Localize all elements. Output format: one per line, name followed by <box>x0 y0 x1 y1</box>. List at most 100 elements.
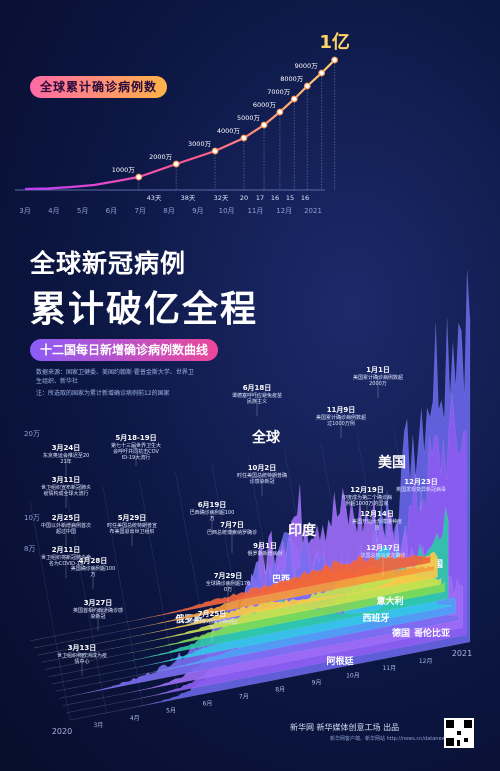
y-tick-label: 8万 <box>24 545 35 553</box>
series-label: 德国 <box>392 627 410 639</box>
annotation-text: 美国开始大规模接种疫 <box>352 518 402 525</box>
qr-code-icon[interactable] <box>444 718 474 748</box>
annotation-text: 情中心 <box>74 658 89 665</box>
annotation-text: 第七十三届世界卫生大 <box>111 442 161 449</box>
annotation-text: 万 <box>209 516 214 522</box>
annotation-date: 7月7日 <box>220 521 244 529</box>
annotation-text: 染新冠 <box>90 613 105 620</box>
milestone-point <box>135 173 143 181</box>
annotation-date: 2月11日 <box>52 546 81 554</box>
annotation-text: 过1000万例 <box>327 420 355 427</box>
x-tick-label: 5月 <box>77 207 88 215</box>
annotation-text: 超过中国 <box>56 528 76 535</box>
x-tick-label: 9月 <box>312 679 322 686</box>
interval-label: 16 <box>271 194 279 202</box>
series-label: 意大利 <box>376 595 403 607</box>
annotation-text: ID-19大流行 <box>122 454 151 461</box>
milestone-point <box>303 82 311 90</box>
annotation-text: 会呼吁共同抗击COV <box>113 448 159 455</box>
annotation-text: 英国发现变异新冠病毒 <box>396 486 446 493</box>
x-tick-label: 4月 <box>130 715 140 722</box>
annotation-text: 时任美国总统特朗普确 <box>237 472 287 479</box>
annotation-text: 巴西确诊病例超100 <box>190 509 235 516</box>
x-tick-label: 7月 <box>134 207 145 215</box>
x-tick-label: 8月 <box>275 686 285 693</box>
x-tick-label: 12月 <box>419 658 433 665</box>
x-tick-label: 4月 <box>48 207 59 215</box>
series-11 <box>30 552 431 641</box>
annotation-text: 诊感染新冠 <box>249 478 274 485</box>
grid-line <box>66 492 107 713</box>
data-source: 数据来源：国家卫健委、美国约翰斯·霍普金斯大学、世界卫生组织、新华社 <box>36 369 194 385</box>
x-tick-label: 2020 <box>52 727 72 736</box>
milestone-point <box>172 160 180 168</box>
annotation-text: 2000万 <box>369 381 387 387</box>
milestone-label: 1亿 <box>319 31 350 53</box>
annotation-date: 4月28日 <box>79 557 108 565</box>
annotation-text: 21年 <box>60 458 71 465</box>
milestone-point <box>240 134 248 142</box>
annotation-date: 3月13日 <box>68 644 97 652</box>
annotation-date: 6月18日 <box>243 384 272 392</box>
grid-line <box>138 478 180 699</box>
x-tick-label: 3月 <box>93 722 103 729</box>
footer-credit: 新华网 新华媒体创意工场 出品 <box>290 723 400 732</box>
y-tick-label: 10万 <box>24 514 40 522</box>
interval-label: 32天 <box>214 194 229 202</box>
y-tick-label: 20万 <box>24 430 40 438</box>
milestone-point <box>318 69 326 77</box>
grid-line <box>29 499 71 721</box>
x-tick-label: 11月 <box>247 207 263 215</box>
annotation-text: 谭德塞呼吁应避免疫苗 <box>232 392 282 399</box>
annotation-text: 时任美国总统特朗普宣 <box>107 522 157 529</box>
milestone-label: 2000万 <box>149 153 173 161</box>
title-line-1: 全球新冠病例 <box>30 249 187 278</box>
annotation-date: 9月1日 <box>253 542 277 550</box>
annotation-date: 7月29日 <box>214 572 243 580</box>
annotation-date: 3月24日 <box>52 444 81 452</box>
annotation-text: 世卫组织将新冠肺炎命 <box>41 554 91 561</box>
annotation-text: 世卫组织宣布新冠肺炎 <box>41 484 91 491</box>
series-label: 印度 <box>288 522 317 539</box>
series-label: 全球 <box>251 429 281 446</box>
series-area <box>30 552 431 641</box>
annotation-text: 名为COVID-19 <box>49 560 83 567</box>
x-tick-label: 10月 <box>219 207 235 215</box>
annotation-date: 3月11日 <box>52 476 81 484</box>
data-note: 注：所选取的国家为累计新增确诊病例前12的国家 <box>36 390 170 397</box>
annotation-date: 3月27日 <box>84 599 113 607</box>
milestone-point <box>211 147 219 155</box>
annotation-text: 民族主义 <box>247 398 267 405</box>
annotation-text: 中国以外新增病例首次 <box>41 522 91 529</box>
series-9 <box>37 552 438 656</box>
x-tick-label: 6月 <box>106 207 117 215</box>
annotation-text: 疫情构成全球大流行 <box>43 490 88 497</box>
annotation-date: 12月23日 <box>404 478 437 486</box>
x-tick-label: 9月 <box>192 207 203 215</box>
interval-label: 20 <box>240 194 248 202</box>
annotation-text: 美国累计确诊病例数超 <box>316 414 366 421</box>
x-tick-label: 8月 <box>163 207 174 215</box>
milestone-label: 4000万 <box>217 127 241 135</box>
x-tick-label: 11月 <box>382 665 396 672</box>
milestone-point <box>260 121 268 129</box>
annotation-text: 西班牙新增确诊病例回 <box>187 618 237 625</box>
interval-label: 43天 <box>147 194 162 202</box>
milestone-label: 6000万 <box>253 101 277 109</box>
annotation-text: 法国总统马克龙确诊 <box>360 552 405 559</box>
series-label: 巴西 <box>272 574 290 585</box>
